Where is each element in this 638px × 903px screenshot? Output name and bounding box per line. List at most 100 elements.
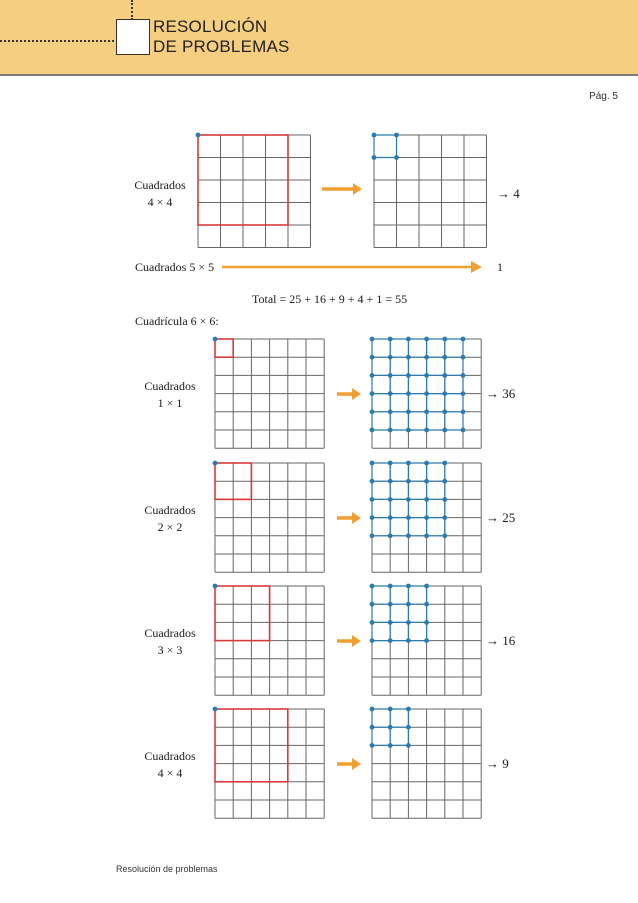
- row2-dot: [369, 497, 375, 502]
- row3-dot: [387, 583, 393, 589]
- row-label-2-line1: Cuadrados: [144, 503, 196, 517]
- row-result-3: → 16: [486, 633, 516, 648]
- row1-dot: [442, 354, 448, 360]
- row1-dot: [424, 427, 429, 433]
- row1-dot: [387, 409, 393, 415]
- row4-dot: [369, 743, 375, 748]
- row1-dot: [460, 427, 466, 433]
- top-right-dot: [394, 155, 399, 160]
- row4-dot: [406, 724, 411, 730]
- row3-dot: [387, 601, 393, 607]
- row4-dot: [387, 724, 393, 730]
- top-label: Cuadrados 4 × 4: [120, 177, 200, 211]
- row1-dot: [442, 409, 448, 415]
- row3-dot: [369, 638, 375, 643]
- row4-dot: [406, 743, 411, 748]
- row4-corner-dot: [212, 706, 218, 712]
- row1-dot: [460, 391, 466, 396]
- page-number: Pág. 5: [589, 91, 618, 102]
- top-left-4x4-outline: [197, 134, 289, 226]
- header-band: [0, 0, 638, 76]
- row1-dot: [387, 336, 393, 342]
- row3-dot: [424, 583, 429, 589]
- top-arrow-head: [353, 183, 362, 195]
- row1-corner-dot: [212, 336, 218, 342]
- grid6-title: Cuadrícula 6 × 6:: [135, 314, 219, 328]
- header-dotted-line: [0, 40, 118, 42]
- row1-dot: [460, 336, 466, 342]
- row1-dot: [424, 409, 429, 415]
- row2-dot: [424, 515, 429, 520]
- row4-dot: [387, 706, 393, 712]
- row-result-2: → 25: [486, 510, 516, 525]
- row2-corner-dot: [212, 460, 218, 466]
- row2-dot: [369, 533, 375, 539]
- row1-dot: [369, 427, 375, 433]
- top-left-corner-dot: [195, 132, 201, 138]
- row3-outline: [214, 585, 271, 642]
- long-arrow-head: [471, 261, 482, 273]
- row1-dot: [387, 373, 393, 378]
- row3-dot: [369, 601, 375, 607]
- row2-dot: [442, 478, 448, 484]
- row2-dot: [442, 515, 448, 520]
- row3-corner-dot: [212, 583, 218, 589]
- row2-dot: [442, 497, 448, 502]
- row3-dot: [424, 638, 429, 643]
- top-right-dot: [371, 155, 377, 160]
- row-label-3: Cuadrados 3 × 3: [130, 625, 210, 659]
- row3-dot: [406, 583, 411, 589]
- row1-dot: [369, 409, 375, 415]
- row1-dot: [369, 373, 375, 378]
- total-formula: Total = 25 + 16 + 9 + 4 + 1 = 55: [252, 292, 408, 306]
- row1-dot: [387, 391, 393, 396]
- row1-dot: [442, 427, 448, 433]
- row2-dot: [387, 478, 393, 484]
- row3-dot: [406, 638, 411, 643]
- row3-dot: [369, 620, 375, 625]
- row2-dot: [442, 533, 448, 539]
- label-5x5: Cuadrados 5 × 5: [135, 260, 215, 274]
- row2-dot: [406, 533, 411, 539]
- row4-dot: [387, 743, 393, 748]
- row1-dot: [460, 354, 466, 360]
- row-result-1: → 36: [486, 386, 516, 401]
- row1-dot: [460, 409, 466, 415]
- row1-dot: [369, 391, 375, 396]
- row1-dot: [442, 391, 448, 396]
- row4-outline: [214, 708, 289, 783]
- row1-outline: [214, 338, 235, 359]
- row1-dot: [442, 336, 448, 342]
- header-title-line2: DE PROBLEMAS: [153, 37, 290, 56]
- row2-dot: [424, 533, 429, 539]
- top-right-dot: [394, 132, 399, 138]
- row-label-4-line1: Cuadrados: [144, 749, 196, 763]
- row-label-3-line2: 3 × 3: [157, 643, 183, 657]
- row1-dot: [424, 373, 429, 378]
- row-label-3-line1: Cuadrados: [144, 626, 196, 640]
- row3-dot: [406, 601, 411, 607]
- row3-dot: [406, 620, 411, 625]
- row3-dot: [369, 583, 375, 589]
- row-label-1-line1: Cuadrados: [144, 379, 196, 393]
- header-title-line1: RESOLUCIÓN: [153, 17, 268, 36]
- result-5x5: 1: [497, 260, 503, 274]
- header-dotted-vertical: [131, 0, 133, 20]
- row-label-2-line2: 2 × 2: [157, 520, 183, 534]
- row4-dot: [369, 706, 375, 712]
- top-label-line1: Cuadrados: [134, 178, 186, 192]
- row1-dot: [406, 373, 411, 378]
- row2-dot: [406, 478, 411, 484]
- row2-dot: [406, 515, 411, 520]
- row1-dot: [369, 336, 375, 342]
- row-label-4-line2: 4 × 4: [157, 766, 183, 780]
- row1-dot: [387, 427, 393, 433]
- row1-dot: [406, 409, 411, 415]
- row4-arrow-head: [352, 758, 361, 770]
- row-label-1-line2: 1 × 1: [157, 396, 183, 410]
- row3-dot: [387, 638, 393, 643]
- row1-dot: [424, 354, 429, 360]
- row4-dot: [369, 724, 375, 730]
- row2-dot: [369, 478, 375, 484]
- row3-dot: [424, 620, 429, 625]
